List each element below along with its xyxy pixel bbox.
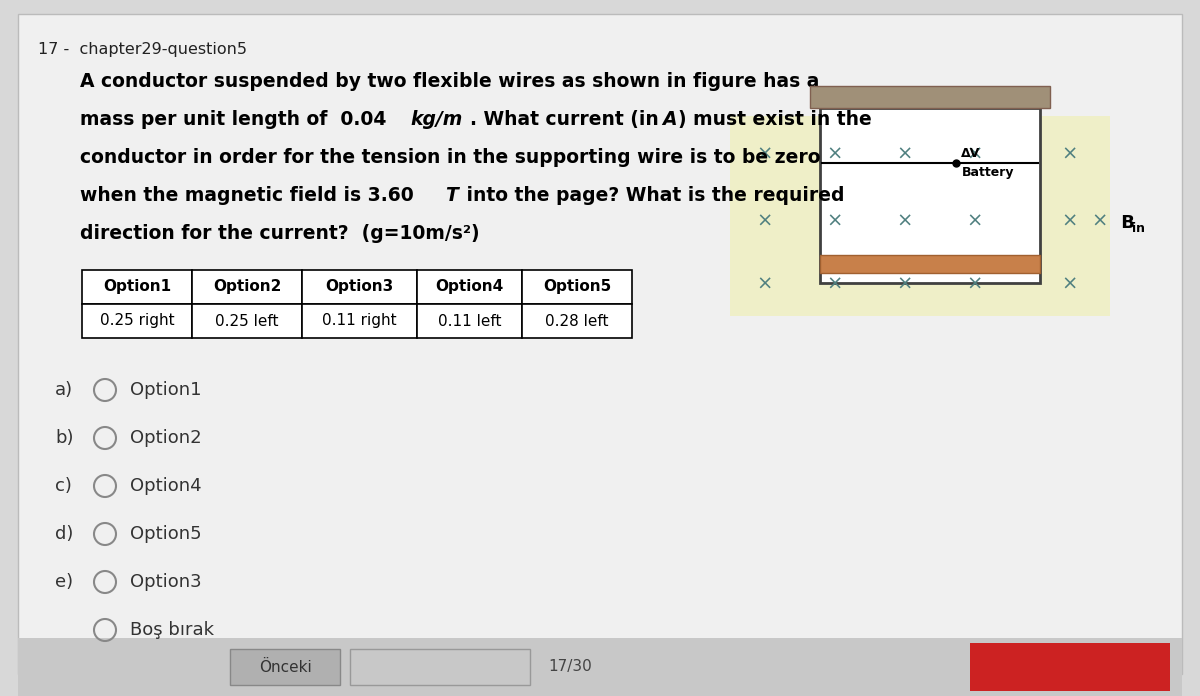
Text: B: B — [1115, 214, 1135, 232]
Text: Option3: Option3 — [130, 573, 202, 591]
Text: T: T — [445, 186, 457, 205]
Text: ×: × — [1062, 274, 1078, 294]
Text: Önceki: Önceki — [259, 660, 311, 674]
Text: Boş bırak: Boş bırak — [130, 621, 214, 639]
Bar — [350, 649, 530, 685]
Text: ×: × — [757, 212, 773, 230]
Text: 0.28 left: 0.28 left — [545, 313, 608, 329]
Text: ×: × — [896, 274, 913, 294]
Text: 0.11 right: 0.11 right — [322, 313, 397, 329]
Text: into the page? What is the required: into the page? What is the required — [460, 186, 845, 205]
Text: c): c) — [55, 477, 72, 495]
Bar — [302, 304, 418, 338]
Text: kg/m: kg/m — [410, 110, 462, 129]
Bar — [82, 270, 192, 304]
Bar — [302, 270, 418, 304]
Text: e): e) — [55, 573, 73, 591]
Bar — [820, 255, 1040, 273]
Text: a): a) — [55, 381, 73, 399]
Text: ×: × — [967, 212, 983, 230]
Bar — [82, 304, 192, 338]
Bar — [418, 304, 522, 338]
Text: 0.25 right: 0.25 right — [100, 313, 174, 329]
Text: Option2: Option2 — [130, 429, 202, 447]
Bar — [730, 116, 1110, 316]
Text: ) must exist in the: ) must exist in the — [678, 110, 871, 129]
Text: ×: × — [827, 145, 844, 164]
Text: ×: × — [967, 274, 983, 294]
Text: 17/30: 17/30 — [548, 660, 592, 674]
Text: conductor in order for the tension in the supporting wire is to be zero: conductor in order for the tension in th… — [80, 148, 821, 167]
Text: d): d) — [55, 525, 73, 543]
Text: b): b) — [55, 429, 73, 447]
Text: . What current (in: . What current (in — [470, 110, 665, 129]
Text: Option4: Option4 — [436, 280, 504, 294]
Text: Option5: Option5 — [542, 280, 611, 294]
Text: ×: × — [757, 145, 773, 164]
Text: ×: × — [757, 274, 773, 294]
Text: Option1: Option1 — [103, 280, 172, 294]
Text: ΔV: ΔV — [961, 147, 980, 160]
Text: ×: × — [967, 145, 983, 164]
Text: Option4: Option4 — [130, 477, 202, 495]
Text: ×: × — [827, 212, 844, 230]
Text: when the magnetic field is 3.60: when the magnetic field is 3.60 — [80, 186, 420, 205]
Bar — [810, 86, 1050, 108]
Text: ×: × — [896, 145, 913, 164]
Bar — [970, 643, 1170, 691]
Text: Option1: Option1 — [130, 381, 202, 399]
Text: Option3: Option3 — [325, 280, 394, 294]
Bar — [230, 649, 340, 685]
Text: A conductor suspended by two flexible wires as shown in figure has a: A conductor suspended by two flexible wi… — [80, 72, 820, 91]
Text: 0.25 left: 0.25 left — [215, 313, 278, 329]
Text: Option2: Option2 — [212, 280, 281, 294]
Text: 0.11 left: 0.11 left — [438, 313, 502, 329]
Text: 17 -  chapter29-question5: 17 - chapter29-question5 — [38, 42, 247, 57]
Bar — [192, 304, 302, 338]
Bar — [522, 270, 632, 304]
Bar — [18, 638, 1182, 696]
Bar — [192, 270, 302, 304]
Text: mass per unit length of  0.04: mass per unit length of 0.04 — [80, 110, 392, 129]
Text: ×: × — [1062, 145, 1078, 164]
Text: ×: × — [827, 274, 844, 294]
Text: ×: × — [1062, 212, 1078, 230]
Text: Battery: Battery — [961, 166, 1014, 179]
Text: direction for the current?  (g=10m/s²): direction for the current? (g=10m/s²) — [80, 224, 480, 243]
Text: in: in — [1132, 223, 1145, 235]
Bar — [820, 108, 1040, 283]
Text: A: A — [662, 110, 677, 129]
Text: ×: × — [1092, 212, 1108, 230]
Bar — [522, 304, 632, 338]
Text: ×: × — [896, 212, 913, 230]
Text: Option5: Option5 — [130, 525, 202, 543]
Bar — [418, 270, 522, 304]
